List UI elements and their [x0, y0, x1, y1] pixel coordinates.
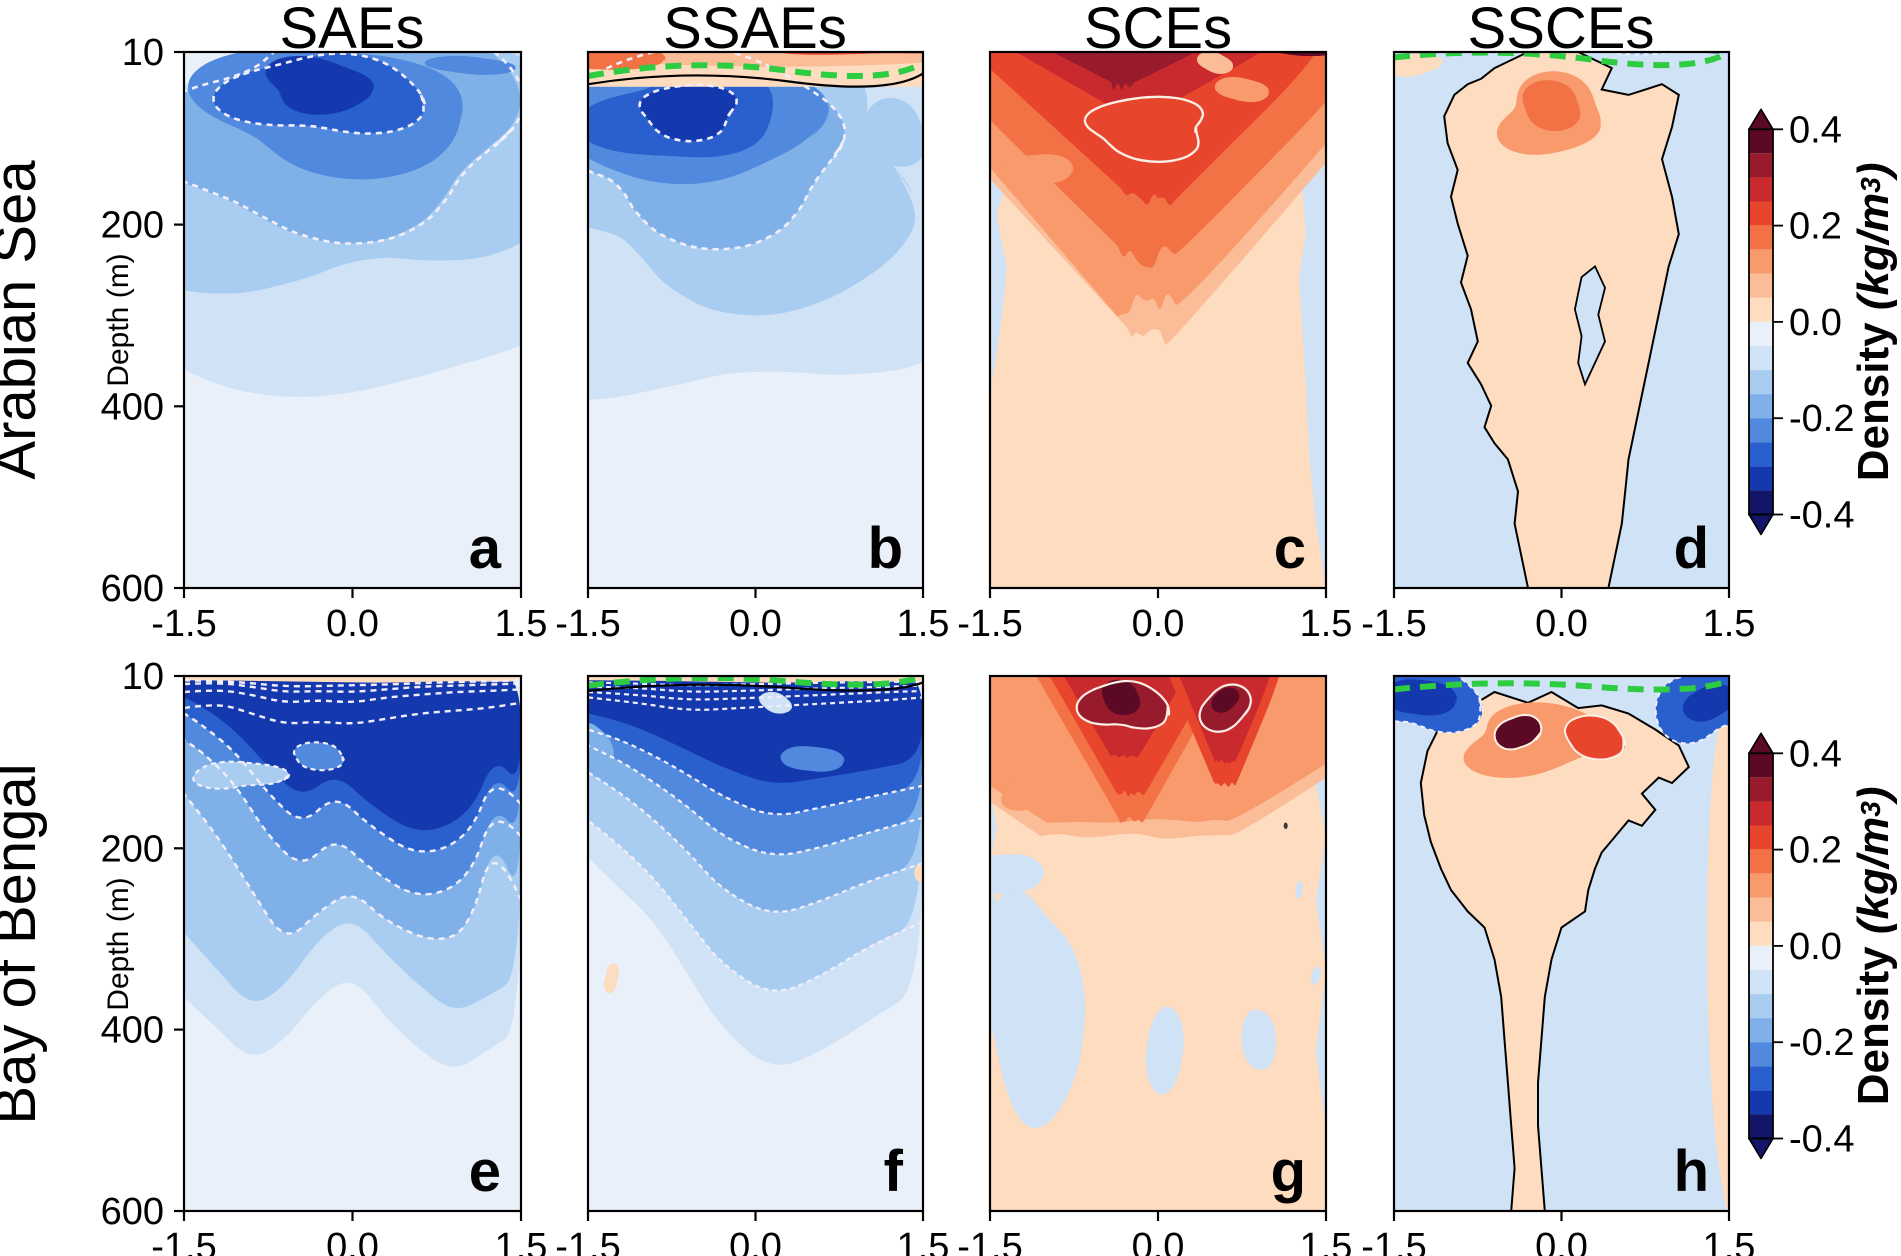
svg-text:-1.5: -1.5: [1361, 1226, 1426, 1256]
svg-text:Depth (m): Depth (m): [102, 253, 135, 386]
svg-text:1.5: 1.5: [1703, 603, 1756, 645]
svg-text:0.2: 0.2: [1789, 830, 1842, 872]
svg-text:Density (kg/m3): Density (kg/m3): [1849, 787, 1898, 1106]
svg-text:-1.5: -1.5: [1361, 603, 1426, 645]
svg-text:f: f: [884, 1139, 904, 1204]
svg-text:-1.5: -1.5: [957, 603, 1022, 645]
svg-text:0.0: 0.0: [1132, 603, 1185, 645]
svg-text:h: h: [1674, 1139, 1709, 1204]
svg-text:200: 200: [101, 828, 164, 870]
svg-text:Bay of Bengal: Bay of Bengal: [0, 763, 48, 1124]
svg-text:1.5: 1.5: [897, 603, 950, 645]
svg-text:-1.5: -1.5: [957, 1226, 1022, 1256]
svg-text:Density (kg/m3): Density (kg/m3): [1849, 163, 1898, 482]
svg-text:-1.5: -1.5: [555, 1226, 620, 1256]
svg-text:-0.4: -0.4: [1789, 1119, 1854, 1161]
svg-text:1.5: 1.5: [1703, 1226, 1756, 1256]
svg-text:-1.5: -1.5: [555, 603, 620, 645]
svg-text:0.0: 0.0: [1789, 926, 1842, 968]
svg-text:1.5: 1.5: [1300, 1226, 1353, 1256]
svg-text:600: 600: [101, 568, 164, 610]
svg-text:-0.2: -0.2: [1789, 1022, 1854, 1064]
svg-text:0.4: 0.4: [1789, 733, 1842, 775]
svg-text:400: 400: [101, 1010, 164, 1052]
svg-text:d: d: [1674, 516, 1709, 581]
svg-text:0.0: 0.0: [729, 1226, 782, 1256]
svg-text:200: 200: [101, 205, 164, 247]
svg-text:0.0: 0.0: [729, 603, 782, 645]
svg-text:1.5: 1.5: [1300, 603, 1353, 645]
svg-text:1.5: 1.5: [897, 1226, 950, 1256]
svg-text:600: 600: [101, 1191, 164, 1233]
svg-text:0.4: 0.4: [1789, 109, 1842, 151]
svg-text:10: 10: [122, 656, 164, 698]
svg-text:b: b: [868, 516, 903, 581]
svg-text:a: a: [469, 516, 502, 581]
svg-text:0.0: 0.0: [1535, 1226, 1588, 1256]
svg-text:-0.2: -0.2: [1789, 398, 1854, 440]
svg-text:Depth (m): Depth (m): [102, 877, 135, 1010]
svg-text:0.2: 0.2: [1789, 206, 1842, 248]
svg-text:0.0: 0.0: [1132, 1226, 1185, 1256]
svg-text:e: e: [469, 1139, 501, 1204]
svg-text:Arabian Sea: Arabian Sea: [0, 160, 48, 480]
svg-text:400: 400: [101, 386, 164, 428]
svg-text:g: g: [1271, 1139, 1306, 1204]
svg-text:c: c: [1274, 516, 1306, 581]
svg-text:10: 10: [122, 32, 164, 74]
svg-text:1.5: 1.5: [495, 1226, 548, 1256]
svg-text:-0.4: -0.4: [1789, 495, 1854, 537]
svg-text:0.0: 0.0: [1789, 302, 1842, 344]
svg-text:1.5: 1.5: [495, 603, 548, 645]
svg-text:0.0: 0.0: [326, 603, 379, 645]
svg-text:0.0: 0.0: [1535, 603, 1588, 645]
svg-text:0.0: 0.0: [326, 1226, 379, 1256]
